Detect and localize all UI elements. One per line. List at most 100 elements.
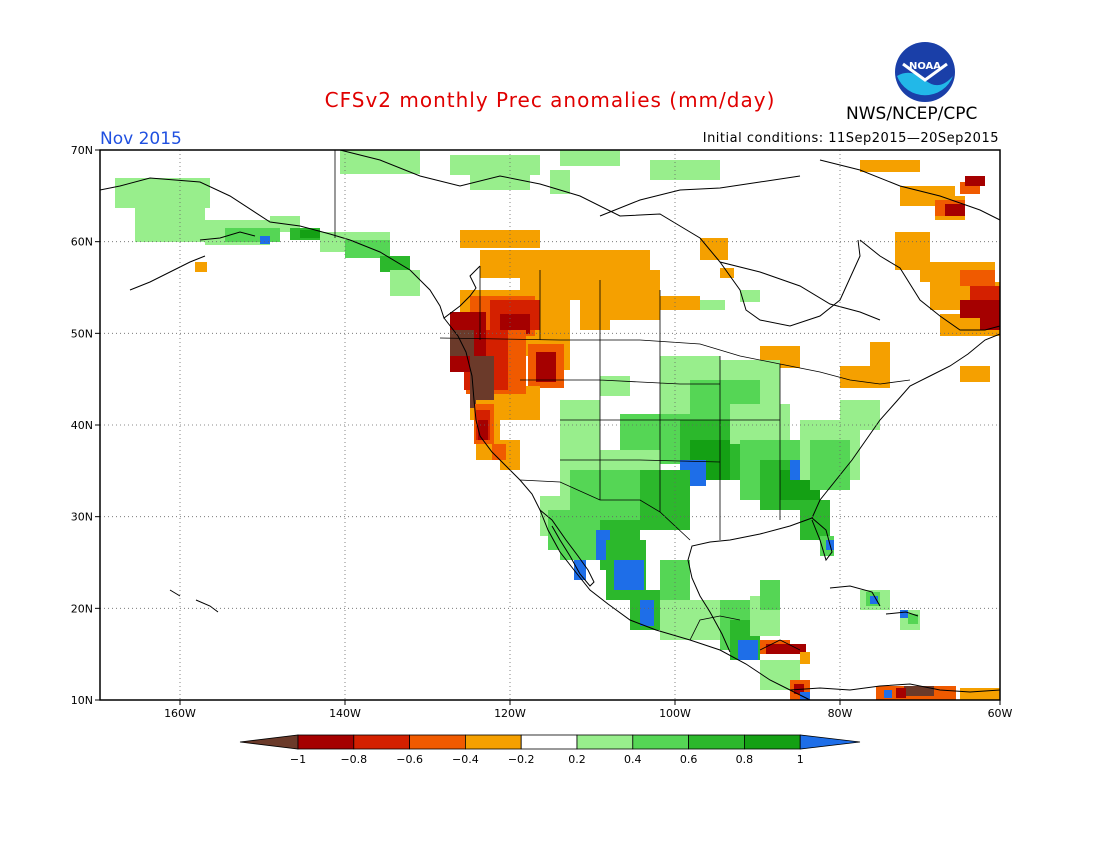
anomaly-cell	[480, 250, 650, 278]
anomaly-cell	[650, 160, 720, 180]
anomaly-cell	[340, 150, 420, 174]
legend-swatch	[520, 734, 578, 750]
anomaly-cell	[478, 420, 488, 440]
anomaly-cell	[115, 178, 210, 208]
anomaly-cell	[730, 404, 790, 444]
lat-label: 40N	[71, 419, 93, 432]
anomaly-cell	[476, 410, 490, 440]
lat-label: 30N	[71, 511, 93, 524]
anomaly-cell	[580, 316, 610, 330]
anomaly-cell	[780, 470, 820, 500]
anomaly-cell	[900, 610, 920, 630]
anomaly-cell	[700, 238, 728, 260]
lon-label: 160W	[164, 707, 196, 720]
lon-label: 60W	[988, 707, 1013, 720]
anomaly-cell	[460, 290, 570, 336]
axis-ticks	[95, 149, 1001, 705]
initial-conditions: Initial conditions: 11Sep2015—20Sep2015	[702, 131, 999, 146]
anomaly-cell	[680, 460, 706, 486]
anomaly-cell	[390, 270, 420, 296]
anomaly-cell	[574, 560, 586, 580]
noaa-logo-text: NOAA	[909, 61, 941, 72]
anomaly-cell	[800, 500, 830, 540]
coastlines	[99, 149, 1001, 701]
anomaly-cell	[464, 330, 508, 390]
us-mexico-border	[519, 479, 691, 541]
forecast-month: Nov 2015	[100, 129, 182, 149]
anomaly-cell	[935, 200, 965, 216]
lat-label: 60N	[71, 236, 93, 249]
anomaly-cell	[740, 290, 760, 302]
color-legend: −1 −0.8 −0.6 −0.4 −0.2 0.2 0.4 0.6 0.8 1	[239, 734, 861, 766]
anomaly-cell	[660, 356, 720, 416]
anomaly-cell	[870, 596, 878, 604]
legend-swatch	[297, 734, 355, 750]
anomaly-cell	[700, 300, 725, 310]
anomaly-cell	[470, 296, 535, 340]
legend-label: 1	[797, 753, 804, 766]
legend-label: −0.2	[508, 753, 535, 766]
anomaly-cell	[492, 444, 506, 460]
legend-label: −0.4	[452, 753, 479, 766]
anomaly-cell	[810, 440, 850, 490]
anomaly-cell	[560, 500, 640, 560]
anomaly-cell	[528, 344, 564, 388]
us-east-coast	[811, 333, 1001, 519]
legend-label: 0.6	[680, 753, 698, 766]
longitude-labels: 160W 140W 120W 100W 80W 60W	[164, 707, 1012, 720]
anomaly-cell	[820, 536, 834, 556]
anomaly-field	[115, 150, 1000, 700]
anomaly-cell	[470, 380, 520, 420]
anomaly-cell	[790, 680, 810, 700]
anomaly-cell	[596, 530, 610, 560]
noaa-logo-icon: NOAA	[895, 42, 955, 102]
anomaly-cell	[300, 230, 320, 238]
anomaly-cell	[960, 182, 980, 194]
anomaly-cell	[900, 610, 908, 618]
us-states	[520, 340, 781, 540]
anomaly-cell	[884, 690, 892, 698]
anomaly-cell	[195, 262, 207, 272]
anomaly-cell	[205, 220, 270, 245]
mexico-central-america	[689, 615, 801, 651]
anomaly-cell	[720, 600, 760, 650]
anomaly-cell	[860, 160, 920, 172]
anomaly-cell	[945, 204, 965, 216]
anomaly-cell	[920, 262, 995, 282]
anomaly-cell	[450, 155, 540, 175]
legend-swatch	[744, 734, 801, 750]
legend-label: 0.4	[624, 753, 642, 766]
anomaly-cell	[550, 170, 570, 194]
anomaly-cell	[960, 366, 990, 382]
legend-arrow-high	[799, 734, 861, 750]
anomaly-cell	[606, 540, 646, 600]
legend-swatch	[688, 734, 745, 750]
anomaly-cell	[760, 460, 820, 510]
anomaly-cell	[540, 340, 570, 370]
anomaly-cell	[560, 400, 600, 460]
anomaly-cell	[766, 644, 806, 654]
anomaly-cell	[740, 440, 800, 500]
anomaly-cell	[600, 520, 640, 570]
anomaly-cell	[620, 414, 690, 464]
anomaly-cell	[840, 400, 880, 430]
anomaly-cell	[960, 270, 995, 286]
anomaly-cell	[790, 460, 810, 480]
anomaly-cell	[896, 688, 906, 698]
anomaly-cell	[760, 346, 800, 368]
anomaly-cell	[876, 686, 956, 700]
anomaly-cell	[660, 296, 700, 310]
anomaly-cell	[750, 596, 780, 636]
anomaly-cell	[345, 240, 390, 258]
legend-swatch	[464, 734, 522, 750]
caribbean-islands	[169, 585, 919, 617]
anomaly-cell	[320, 232, 390, 252]
anomaly-cell	[895, 232, 930, 270]
hudson-bay-coast	[719, 239, 861, 327]
anomaly-cell	[935, 196, 965, 220]
legend-label: 0.8	[736, 753, 754, 766]
legend-swatch	[409, 734, 466, 750]
alaska-coast	[99, 177, 481, 319]
anomaly-cell	[760, 580, 780, 610]
anomaly-cell	[474, 404, 494, 444]
